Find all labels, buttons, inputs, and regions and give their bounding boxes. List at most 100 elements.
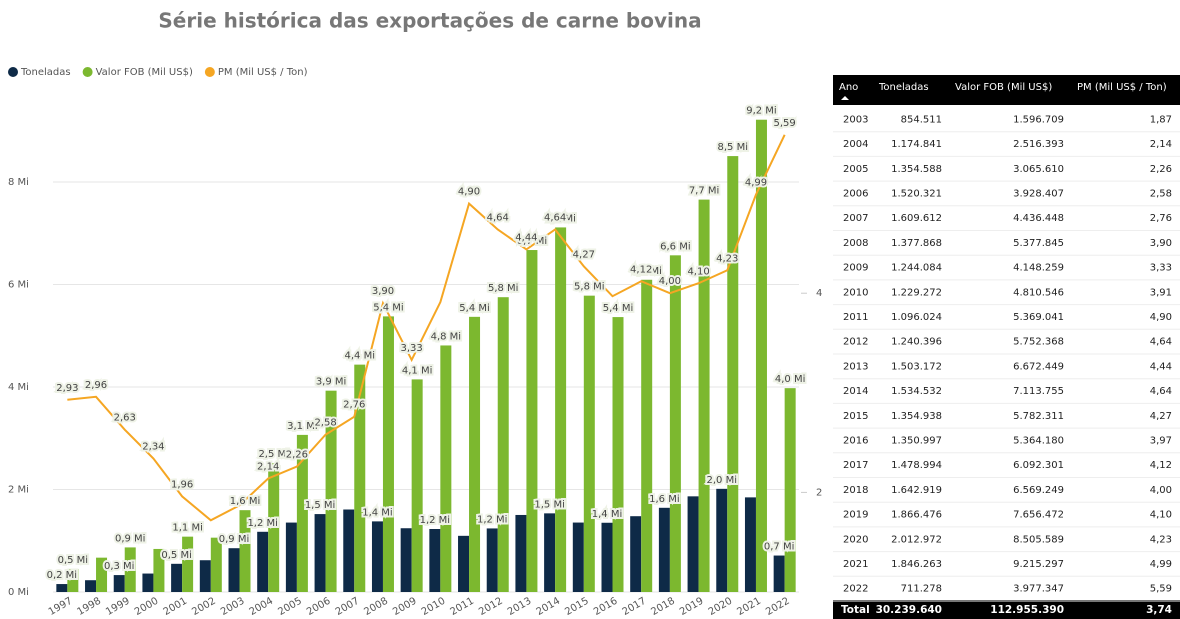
bar [755, 119, 767, 592]
table-cell: 7.656.472 [1013, 510, 1064, 521]
x-tick-label: 2013 [506, 596, 534, 618]
table-cell: 5,59 [1150, 584, 1172, 595]
table-cell: 2005 [843, 164, 868, 175]
table-cell: 1.240.396 [891, 337, 942, 348]
bar [612, 317, 624, 592]
data-label: 3,1 Mi [287, 421, 318, 432]
x-tick-label: 2018 [649, 596, 677, 618]
data-label: 4,0 Mi [775, 374, 806, 385]
x-tick-label: 2008 [362, 596, 390, 618]
bar [354, 364, 366, 592]
table-cell: 1.244.084 [891, 263, 942, 274]
bar [257, 531, 269, 592]
bar [314, 514, 326, 592]
table-cell: 5.377.845 [1013, 238, 1064, 249]
x-tick-label: 2017 [621, 596, 649, 618]
table-cell: 2020 [843, 534, 868, 545]
bar [199, 560, 211, 592]
table-cell: 711.278 [901, 584, 942, 595]
legend-label: Toneladas [20, 67, 71, 78]
bar [601, 522, 613, 592]
bar [687, 496, 699, 592]
x-tick-label: 2016 [592, 596, 620, 618]
table-cell: 1.642.919 [891, 485, 942, 496]
data-label: 0,9 Mi [115, 533, 146, 544]
chart-title: Série histórica das exportações de carne… [158, 9, 701, 33]
data-label: 7,1 Mi [545, 213, 576, 224]
y2-tick-label: 2 [816, 487, 822, 498]
table-cell: 2007 [843, 213, 868, 224]
x-tick-label: 2006 [305, 596, 333, 618]
data-label: 1,4 Mi [592, 509, 623, 520]
x-tick-label: 2020 [707, 596, 735, 618]
table-cell: 1,87 [1150, 114, 1172, 125]
data-label: 6,6 Mi [660, 241, 691, 252]
data-label: 2,96 [85, 380, 107, 391]
bar [526, 250, 538, 592]
table-cell: 4,90 [1150, 312, 1172, 323]
x-tick-label: 2002 [190, 596, 218, 618]
data-label: 0,2 Mi [47, 570, 78, 581]
bar [400, 528, 412, 592]
data-label: 2,26 [286, 450, 308, 461]
data-label: 4,1 Mi [402, 365, 433, 376]
data-label: 4,8 Mi [431, 331, 462, 342]
data-label: 1,96 [171, 479, 193, 490]
data-label: 1,6 Mi [230, 496, 261, 507]
data-label: 4,64 [487, 212, 509, 223]
legend-swatch [82, 67, 93, 77]
y-tick-label: 2 Mi [8, 485, 29, 496]
data-label: 2,76 [343, 400, 365, 411]
x-tick-label: 2007 [334, 596, 362, 618]
bar [486, 528, 498, 592]
table-cell: 2017 [843, 460, 868, 471]
data-label: 0,5 Mi [161, 550, 192, 561]
table-cell: 6.092.301 [1013, 460, 1064, 471]
table-cell: 2,58 [1150, 188, 1172, 199]
sort-icon[interactable] [841, 96, 849, 100]
data-label: 2,5 Mi [258, 449, 289, 460]
table-cell: 4,64 [1150, 337, 1172, 348]
table-cell: 2,76 [1150, 213, 1172, 224]
table-cell: 1.846.263 [891, 559, 942, 570]
data-label: 2,63 [114, 413, 136, 424]
bar [171, 563, 183, 592]
table-cell: 2019 [843, 510, 868, 521]
data-label: 8,5 Mi [718, 142, 749, 153]
x-tick-label: 2003 [219, 596, 247, 618]
legend-label: Valor FOB (Mil US$) [96, 67, 193, 78]
table-cell: 2021 [843, 559, 868, 570]
bar [744, 497, 756, 592]
table-cell: 4,44 [1150, 361, 1172, 372]
data-label: 2,34 [142, 442, 164, 453]
bar [325, 390, 337, 592]
bar [698, 199, 710, 592]
data-label: 1,5 Mi [305, 500, 336, 511]
bar [239, 510, 251, 592]
table-cell: 4,10 [1150, 510, 1172, 521]
x-tick-label: 2012 [477, 596, 505, 618]
table-cell: 2015 [843, 411, 868, 422]
data-label: 4,27 [573, 249, 595, 260]
table-cell: 3.065.610 [1013, 164, 1064, 175]
table-cell: 4,12 [1150, 460, 1172, 471]
table-cell: 2018 [843, 485, 868, 496]
x-tick-label: 2022 [764, 596, 792, 618]
bar [716, 488, 728, 592]
table-cell: 5.364.180 [1013, 435, 1064, 446]
table-cell: 1.520.321 [891, 188, 942, 199]
table-cell: 2.516.393 [1013, 139, 1064, 150]
table-cell: 9.215.297 [1013, 559, 1064, 570]
bar [669, 255, 681, 592]
table-cell: 2,14 [1150, 139, 1172, 150]
data-label: 7,7 Mi [689, 186, 720, 197]
table-cell: 1.350.997 [891, 435, 942, 446]
x-tick-label: 2015 [563, 596, 591, 618]
bar [142, 573, 154, 592]
bar [773, 555, 785, 592]
bar [555, 227, 567, 593]
bar [285, 522, 297, 592]
x-tick-label: 2010 [420, 596, 448, 618]
data-label: 6,1 Mi [631, 266, 662, 277]
